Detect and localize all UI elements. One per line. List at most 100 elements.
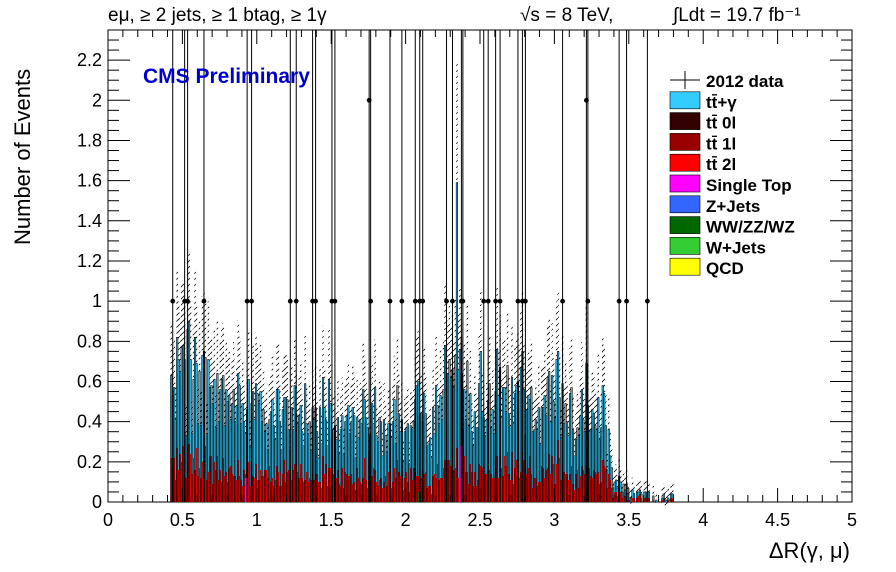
bar-tt2l — [365, 479, 367, 502]
bar-ttgamma — [560, 437, 562, 480]
bar-ttgamma — [227, 401, 229, 482]
data-point — [450, 298, 455, 304]
uncertainty-hatch — [438, 388, 440, 445]
bar-ttgamma — [387, 423, 390, 472]
uncertainty-hatch — [356, 380, 358, 441]
bar-tt2l — [508, 473, 510, 502]
uncertainty-hatch — [670, 483, 672, 501]
bar-tt2l — [228, 467, 231, 502]
bar-ttgamma — [563, 423, 565, 472]
uncertainty-hatch — [365, 380, 367, 441]
bar-ttgamma — [503, 387, 506, 456]
bar-tt2l — [663, 497, 665, 502]
uncertainty-hatch — [288, 396, 290, 450]
bar-tt2l — [332, 473, 335, 502]
uncertainty-hatch — [234, 385, 236, 444]
stacked-histogram — [170, 182, 674, 502]
bar-ttgamma — [209, 387, 211, 456]
bar-tt2l — [549, 473, 552, 502]
bar-tt2l — [283, 459, 286, 502]
bar-tt2l — [322, 455, 324, 502]
bar-tt2l — [291, 479, 293, 502]
bar-tt2l — [535, 477, 537, 502]
bar-tt2l — [390, 487, 393, 502]
bar-tt2l — [515, 459, 518, 502]
legend-label: tt̄ 1l — [706, 134, 736, 153]
bar-ttgamma — [277, 389, 280, 472]
bar-ttgamma — [439, 395, 442, 478]
uncertainty-hatch — [285, 352, 287, 425]
bar-ttgamma — [590, 429, 592, 476]
bar-tt2l — [360, 483, 363, 502]
bar-tt2l — [582, 469, 585, 502]
bar-tt2l — [627, 499, 629, 502]
uncertainty-hatch — [622, 469, 625, 493]
bar-ttgamma — [338, 453, 341, 484]
data-point — [493, 298, 499, 304]
bar-ttgamma — [231, 403, 233, 474]
bar-tt2l — [319, 481, 321, 502]
bar-tt2l — [545, 469, 547, 502]
bar-ttgamma — [204, 357, 207, 446]
y-tick-label: 1 — [92, 291, 102, 311]
uncertainty-hatch — [398, 374, 400, 438]
bar-tt2l — [566, 473, 568, 502]
bar-ttgamma — [490, 427, 492, 474]
bar-ttgamma — [453, 387, 455, 470]
bar-tt2l — [465, 471, 467, 502]
bar-ttgamma — [643, 491, 646, 498]
bar-ttgamma — [344, 421, 347, 472]
bar-tt2l — [471, 471, 473, 502]
uncertainty-hatch — [237, 320, 239, 406]
bar-ttgamma — [648, 491, 650, 498]
bar-ttgamma — [212, 403, 214, 484]
luminosity-label: ∫Ldt = 19.7 fb⁻¹ — [672, 5, 801, 26]
bar-ttgamma — [466, 361, 469, 472]
uncertainty-hatch — [514, 347, 516, 422]
bar-tt2l — [176, 447, 178, 502]
uncertainty-hatch — [564, 361, 567, 430]
uncertainty-hatch — [207, 301, 210, 395]
bar-ttgamma — [288, 429, 290, 470]
uncertainty-hatch — [198, 317, 201, 404]
uncertainty-hatch — [204, 298, 207, 393]
bar-tt2l — [316, 473, 318, 502]
uncertainty-hatch — [313, 382, 315, 442]
bar-tt2l — [612, 497, 614, 502]
uncertainty-hatch — [386, 426, 388, 468]
bar-tt2l — [575, 473, 577, 502]
uncertainty-hatch — [491, 369, 494, 434]
data-point — [201, 298, 207, 304]
uncertainty-hatch — [465, 382, 467, 442]
bar-tt2l — [542, 467, 544, 502]
bar-tt2l — [323, 473, 326, 502]
bar-ttgamma — [576, 427, 579, 470]
uncertainty-hatch — [545, 377, 547, 439]
uncertainty-hatch — [532, 399, 534, 452]
bar-ttgamma — [410, 425, 412, 468]
bar-tt2l — [572, 483, 574, 502]
bar-tt2l — [591, 477, 594, 502]
bar-ttgamma — [307, 433, 309, 482]
bar-tt2l — [404, 477, 406, 502]
y-tick-label: 0 — [92, 492, 102, 512]
bar-ttgamma — [488, 383, 491, 470]
uncertainty-hatch — [624, 477, 626, 498]
bar-ttgamma — [200, 425, 202, 478]
bar-tt2l — [436, 463, 439, 502]
bar-ttgamma — [538, 407, 540, 482]
uncertainty-hatch — [323, 366, 326, 433]
bar-tt2l — [432, 475, 434, 502]
uncertainty-hatch — [413, 385, 415, 444]
bar-ttgamma — [234, 421, 236, 476]
bar-tt2l — [398, 471, 400, 502]
bar-ttgamma — [438, 423, 440, 480]
bar-ttgamma — [546, 377, 549, 468]
bar-tt2l — [596, 473, 598, 502]
uncertainty-hatch — [661, 488, 664, 504]
uncertainty-hatch — [480, 290, 482, 388]
bar-ttgamma — [523, 389, 525, 460]
uncertainty-hatch — [570, 339, 573, 417]
data-point — [293, 298, 299, 304]
bar-ttgamma — [304, 383, 306, 480]
